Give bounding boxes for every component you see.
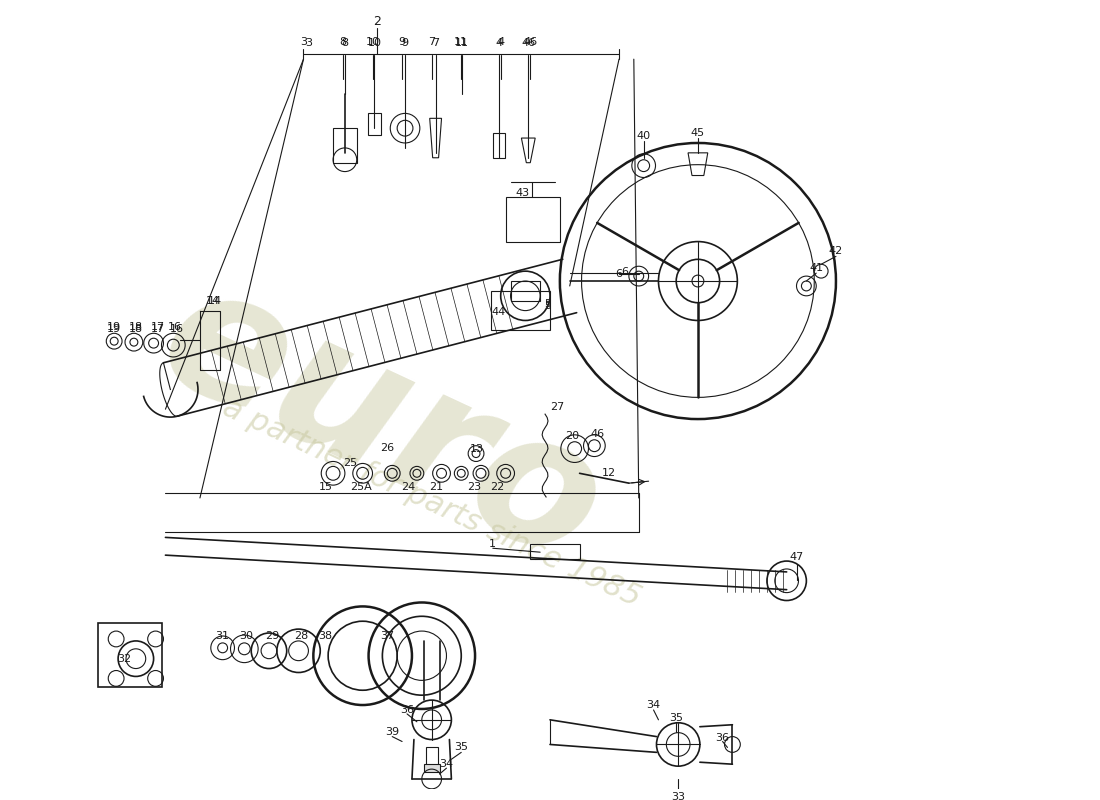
Text: 3: 3	[306, 38, 312, 48]
Text: 41: 41	[810, 263, 823, 274]
Text: 35: 35	[669, 713, 683, 723]
Bar	[510, 281, 540, 301]
Text: 32: 32	[117, 654, 131, 664]
Text: 38: 38	[318, 631, 332, 641]
Bar	[491, 291, 550, 330]
Text: 40: 40	[637, 131, 651, 141]
Text: 7: 7	[432, 38, 439, 48]
Text: 5: 5	[544, 301, 551, 310]
Text: 36: 36	[400, 705, 414, 715]
Text: 16: 16	[170, 324, 185, 334]
Text: euro: euro	[135, 246, 630, 602]
Text: 2: 2	[374, 15, 382, 28]
Text: 5: 5	[544, 298, 551, 309]
Text: 37: 37	[381, 631, 395, 641]
Text: 42: 42	[828, 246, 843, 257]
Text: 18: 18	[129, 324, 143, 334]
Text: 26: 26	[381, 442, 395, 453]
Text: 34: 34	[647, 700, 661, 710]
Text: 46: 46	[591, 429, 604, 439]
Text: 14: 14	[208, 296, 222, 306]
Text: 31: 31	[216, 631, 230, 641]
Text: 6: 6	[616, 269, 623, 279]
Text: 13: 13	[470, 444, 484, 454]
Text: 39: 39	[385, 726, 399, 737]
Text: 46: 46	[521, 38, 536, 48]
Text: 43: 43	[515, 188, 529, 198]
Text: 10: 10	[365, 38, 380, 47]
Text: 29: 29	[265, 631, 279, 641]
Text: 20: 20	[564, 431, 579, 441]
Text: 6: 6	[621, 267, 628, 277]
Text: 8: 8	[341, 38, 349, 48]
Text: 27: 27	[550, 402, 564, 412]
Text: 4: 4	[495, 38, 503, 48]
Text: 4: 4	[497, 38, 504, 47]
Text: 14: 14	[206, 296, 220, 306]
Bar	[333, 128, 356, 162]
Text: 46: 46	[524, 38, 537, 47]
Text: 9: 9	[398, 38, 406, 47]
Text: 11: 11	[455, 38, 470, 48]
Text: a partner for parts since 1985: a partner for parts since 1985	[218, 393, 646, 613]
Text: 24: 24	[400, 482, 415, 492]
Bar	[506, 198, 560, 242]
Text: 8: 8	[340, 38, 346, 47]
Bar	[367, 114, 382, 135]
Text: 1: 1	[490, 539, 496, 550]
Text: 15: 15	[319, 482, 333, 492]
Text: 18: 18	[129, 322, 143, 332]
Text: 34: 34	[439, 759, 453, 769]
Text: 19: 19	[107, 324, 121, 334]
Bar	[424, 764, 440, 772]
Text: 23: 23	[468, 482, 481, 492]
Text: 44: 44	[492, 306, 506, 317]
Text: 36: 36	[716, 733, 729, 742]
Bar	[530, 544, 580, 559]
Bar	[426, 747, 438, 767]
Text: 3: 3	[300, 38, 307, 47]
Text: 19: 19	[107, 322, 121, 332]
Text: 12: 12	[602, 468, 616, 478]
Bar	[493, 133, 505, 158]
Text: 17: 17	[151, 324, 165, 334]
Text: 22: 22	[490, 482, 504, 492]
Text: 25: 25	[343, 458, 356, 469]
Text: 9: 9	[402, 38, 408, 48]
Text: 47: 47	[790, 552, 804, 562]
Text: 35: 35	[454, 742, 469, 753]
Text: 11: 11	[454, 38, 469, 47]
Text: 7: 7	[428, 38, 436, 47]
Text: 33: 33	[671, 792, 685, 800]
Text: 45: 45	[691, 128, 705, 138]
Text: 17: 17	[151, 322, 165, 332]
Text: 28: 28	[295, 631, 309, 641]
Text: 16: 16	[168, 322, 183, 332]
Circle shape	[692, 275, 704, 287]
Bar	[98, 623, 163, 687]
Text: 30: 30	[240, 631, 253, 641]
Text: 21: 21	[429, 482, 443, 492]
Text: 25A: 25A	[350, 482, 372, 492]
Text: 10: 10	[367, 38, 382, 48]
